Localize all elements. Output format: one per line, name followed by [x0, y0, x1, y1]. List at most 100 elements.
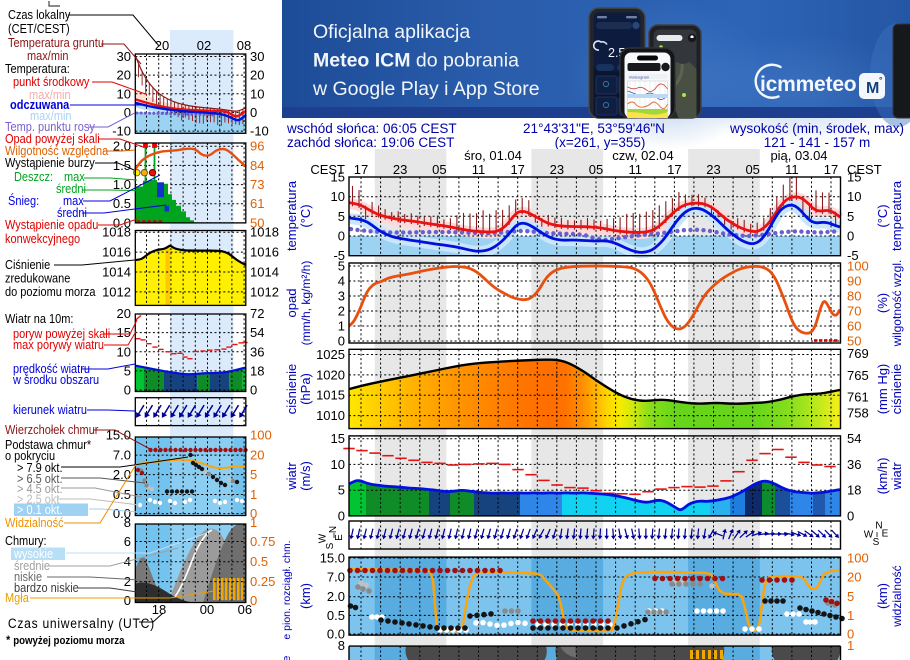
svg-text:0.5: 0.5 [327, 608, 345, 623]
svg-text:wilgotność wzgl.: wilgotność wzgl. [890, 260, 904, 348]
svg-text:Wystąpienie opadu: Wystąpienie opadu [5, 218, 98, 232]
svg-text:temperatura: temperatura [284, 180, 299, 251]
svg-text:max: max [64, 170, 85, 184]
svg-text:1016: 1016 [102, 245, 131, 260]
svg-text:1: 1 [250, 515, 257, 530]
svg-text:20: 20 [250, 448, 264, 463]
svg-text:72: 72 [250, 306, 264, 321]
svg-text:1012: 1012 [250, 284, 279, 299]
svg-text:> 7.9 okt.: > 7.9 okt. [17, 461, 63, 475]
svg-text:(x=261, y=355): (x=261, y=355) [555, 135, 646, 150]
svg-text:max/min: max/min [27, 49, 69, 63]
svg-text:90: 90 [847, 274, 861, 289]
svg-text:poryw powyżej skali: poryw powyżej skali [13, 327, 110, 341]
svg-text:2: 2 [124, 574, 131, 589]
svg-text:1016: 1016 [250, 245, 279, 260]
svg-text:1: 1 [338, 319, 345, 334]
svg-text:meteogram: meteogram [629, 75, 650, 80]
svg-text:7.0: 7.0 [327, 570, 345, 585]
svg-text:23: 23 [550, 162, 564, 177]
svg-text:60: 60 [847, 319, 861, 334]
svg-text:W: W [318, 533, 329, 543]
svg-text:W: W [864, 530, 874, 541]
svg-text:6: 6 [124, 534, 131, 549]
svg-text:(hPa): (hPa) [298, 373, 313, 405]
svg-text:61: 61 [250, 196, 264, 211]
svg-text:80: 80 [847, 289, 861, 304]
svg-text:1.0: 1.0 [113, 177, 131, 192]
svg-text:765: 765 [847, 368, 869, 383]
svg-text:5: 5 [250, 467, 257, 482]
svg-text:15: 15 [847, 170, 861, 185]
svg-text:kierunek wiatru: kierunek wiatru [13, 403, 87, 417]
svg-text:Temperatura gruntu: Temperatura gruntu [8, 36, 104, 50]
svg-text:Ciśnienie: Ciśnienie [5, 258, 51, 272]
svg-text:CEST: CEST [847, 162, 882, 177]
svg-text:(km): (km) [875, 583, 890, 609]
svg-text:2.0: 2.0 [113, 467, 131, 482]
svg-text:max: max [63, 194, 84, 208]
svg-text:w środku obszaru: w środku obszaru [12, 373, 99, 387]
svg-text:max/min: max/min [30, 109, 72, 123]
svg-text:84: 84 [250, 158, 264, 173]
svg-text:05: 05 [432, 162, 446, 177]
svg-text:N: N [328, 526, 339, 533]
svg-text:15.0: 15.0 [106, 428, 131, 443]
svg-text:śro, 01.04: śro, 01.04 [464, 148, 522, 163]
svg-text:(mm/h, kg/m²/h): (mm/h, kg/m²/h) [299, 261, 313, 346]
svg-text:100: 100 [847, 259, 869, 274]
svg-text:> 4.5 okt.: > 4.5 okt. [17, 482, 63, 496]
svg-text:2.0: 2.0 [327, 589, 345, 604]
svg-text:temperatura: temperatura [889, 180, 904, 251]
svg-text:Śnieg:: Śnieg: [8, 194, 39, 208]
svg-text:0: 0 [124, 105, 131, 120]
svg-text:4: 4 [338, 274, 345, 289]
svg-text:0: 0 [250, 383, 257, 398]
svg-text:widzialność: widzialność [890, 565, 904, 627]
svg-text:36: 36 [847, 457, 861, 472]
svg-text:5: 5 [338, 483, 345, 498]
svg-text:(°C): (°C) [298, 204, 313, 227]
svg-text:17: 17 [354, 162, 368, 177]
svg-text:> 6.5 okt.: > 6.5 okt. [17, 472, 63, 486]
svg-text:1012: 1012 [102, 284, 131, 299]
svg-text:0.25: 0.25 [250, 574, 275, 589]
svg-text:odczuwana: odczuwana [10, 98, 70, 112]
svg-text:wysokość (min, środek, max): wysokość (min, środek, max) [729, 121, 904, 136]
svg-text:średni: średni [56, 182, 86, 196]
svg-text:11: 11 [785, 162, 799, 177]
svg-text:50: 50 [847, 334, 861, 349]
svg-text:M: M [866, 80, 879, 97]
svg-text:0: 0 [250, 593, 257, 608]
svg-text:1018: 1018 [250, 225, 279, 240]
svg-text:wiatr: wiatr [889, 462, 904, 491]
svg-text:0: 0 [338, 334, 345, 349]
svg-text:10: 10 [117, 86, 131, 101]
svg-text:0: 0 [250, 105, 257, 120]
svg-text:1015: 1015 [316, 388, 345, 403]
svg-text:10: 10 [331, 457, 345, 472]
svg-text:(km/h): (km/h) [875, 458, 890, 495]
svg-text:15.0: 15.0 [320, 551, 345, 566]
svg-text:Oficjalna aplikacja: Oficjalna aplikacja [313, 21, 470, 43]
svg-text:10: 10 [331, 189, 345, 204]
svg-text:do poziomu morza: do poziomu morza [5, 285, 96, 299]
svg-text:Podstawa chmur*: Podstawa chmur* [5, 438, 92, 452]
svg-text:0.5: 0.5 [113, 487, 131, 502]
svg-text:20: 20 [155, 38, 169, 53]
svg-text:Wierzchołek chmur: Wierzchołek chmur [5, 423, 99, 437]
svg-text:o pokryciu: o pokryciu [5, 449, 55, 463]
svg-text:1025: 1025 [316, 347, 345, 362]
svg-text:11: 11 [472, 162, 486, 177]
svg-text:wiatr: wiatr [284, 462, 299, 491]
svg-text:bardzo niskie: bardzo niskie [14, 581, 79, 595]
svg-text:20: 20 [117, 68, 131, 83]
svg-text:Wiatr na 10m:: Wiatr na 10m: [5, 312, 73, 326]
svg-text:konwekcyjnego: konwekcyjnego [5, 232, 81, 246]
svg-text:8: 8 [124, 515, 131, 530]
svg-text:1014: 1014 [102, 265, 131, 280]
svg-text:0: 0 [250, 506, 257, 521]
svg-text:Temperatura:: Temperatura: [5, 62, 70, 76]
svg-text:pią, 03.04: pią, 03.04 [770, 148, 827, 163]
svg-text:-10: -10 [112, 124, 131, 139]
